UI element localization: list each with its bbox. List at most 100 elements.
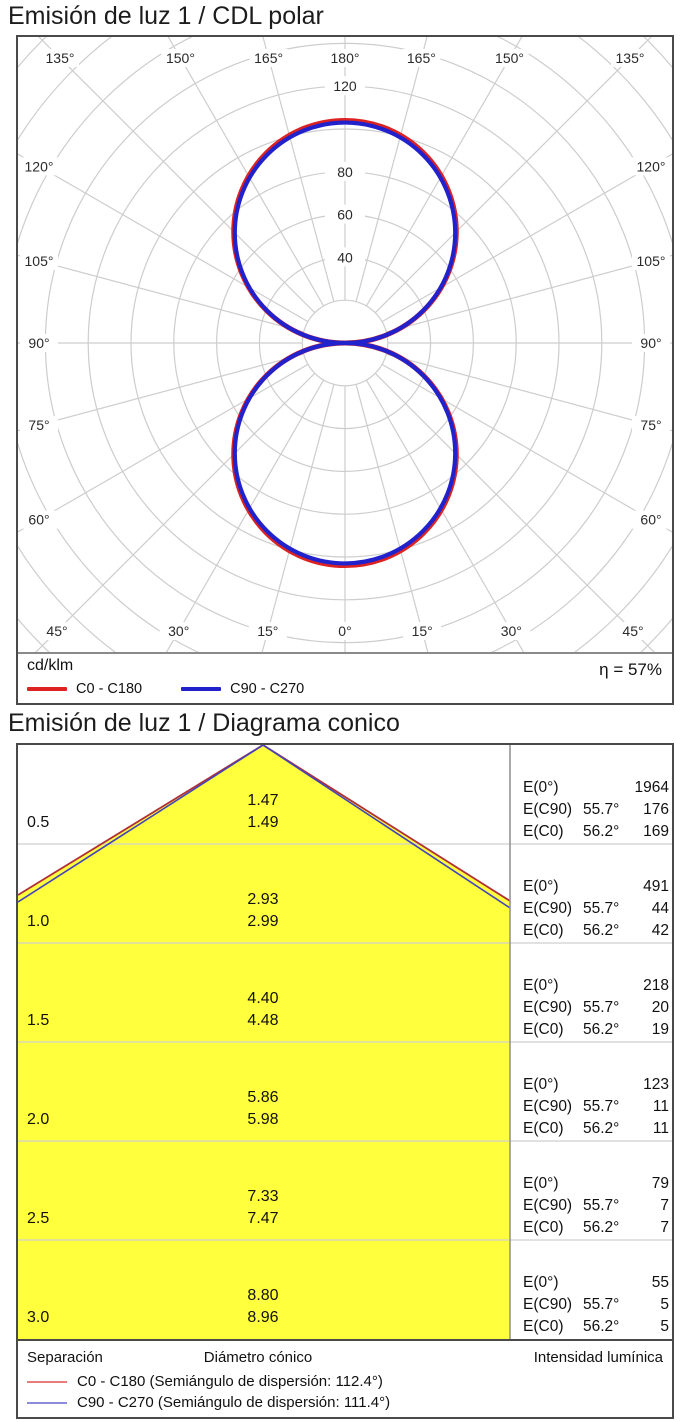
e-value: 218 bbox=[643, 977, 669, 994]
polar-angle-label-bg bbox=[41, 49, 79, 67]
ec90-row: E(C90) 55.7° 44 bbox=[523, 900, 669, 918]
polar-grid-ray bbox=[374, 372, 655, 652]
cone-edge-c0-left bbox=[18, 745, 264, 896]
polar-angle-label: 165° bbox=[407, 50, 436, 66]
e-label: E(C90) bbox=[523, 1098, 573, 1115]
ec0-row: E(C0) 56.2° 42 bbox=[523, 922, 669, 940]
e-angle: 55.7° bbox=[583, 801, 620, 818]
e-angle bbox=[583, 1175, 633, 1193]
polar-radial-label: 80 bbox=[337, 164, 353, 180]
ec90-row: E(C90) 55.7° 20 bbox=[523, 999, 669, 1017]
polar-grid-ray bbox=[18, 353, 304, 432]
e-value: 55 bbox=[651, 1274, 669, 1291]
polar-angle-label: 135° bbox=[616, 50, 645, 66]
ec90-row: E(C90) 55.7° 11 bbox=[523, 1098, 669, 1116]
e-angle: 55.7° bbox=[583, 1098, 620, 1115]
c90-c270-swatch bbox=[181, 687, 222, 691]
polar-grid-ray bbox=[365, 379, 525, 652]
ec90-row: E(C90) 55.7° 5 bbox=[523, 1296, 669, 1314]
e-angle: 56.2° bbox=[583, 823, 620, 840]
e-label: E(0°) bbox=[523, 878, 559, 895]
separation-label: 3.0 bbox=[27, 1309, 50, 1326]
c90-c270-label: C90 - C270 bbox=[230, 681, 305, 697]
ec0-row: E(C0) 56.2° 169 bbox=[523, 823, 669, 841]
e-value: 123 bbox=[643, 1076, 669, 1093]
polar-angle-label: 75° bbox=[28, 417, 49, 433]
e-value: 42 bbox=[651, 922, 669, 939]
polar-grid-ray bbox=[262, 37, 335, 302]
e-value: 11 bbox=[652, 1098, 669, 1115]
e-label: E(0°) bbox=[523, 1175, 559, 1192]
separation-label: 1.5 bbox=[27, 1012, 50, 1029]
cone-edge-c0-right bbox=[262, 745, 511, 902]
e-angle: 56.2° bbox=[583, 1021, 620, 1038]
polar-angle-label-bg bbox=[38, 622, 76, 640]
e-angle bbox=[583, 977, 633, 995]
e-label: E(0°) bbox=[523, 1076, 559, 1093]
cone-edge-c90-right bbox=[262, 745, 511, 909]
polar-angle-label: 120° bbox=[637, 158, 666, 174]
polar-grid-ray bbox=[386, 353, 672, 432]
polar-angle-label-bg bbox=[402, 49, 441, 67]
e-value: 5 bbox=[660, 1318, 669, 1335]
e-value: 20 bbox=[651, 999, 669, 1016]
separation-label: 2.0 bbox=[27, 1111, 50, 1128]
polar-grid-ray bbox=[381, 363, 672, 533]
e-angle: 56.2° bbox=[583, 1219, 620, 1236]
diameter-c0-value: 1.49 bbox=[247, 814, 279, 831]
polar-angle-label: 60° bbox=[28, 512, 49, 528]
e-label: E(C0) bbox=[523, 922, 564, 939]
polar-plot: 0° 15° 15° 30° 30° 45° 45° 60° 60° 75° 75° 90° 90° 10… bbox=[18, 37, 672, 652]
e0-row: E(0°) 491 bbox=[523, 878, 669, 896]
polar-grid-ray bbox=[365, 37, 523, 307]
polar-angle-label: 165° bbox=[254, 50, 283, 66]
polar-angle-label-bg bbox=[490, 49, 529, 67]
cone-chart-frame: 0.5 1.47 1.49 E(0°) 1964 E(C90) 55.7° 176 E(C0) 5… bbox=[16, 743, 674, 1419]
e-label: E(C90) bbox=[523, 801, 573, 818]
polar-chart-frame: 0° 15° 15° 30° 30° 45° 45° 60° 60° 75° 75° 90° 90° 10… bbox=[16, 35, 674, 705]
c90-dispersion-swatch bbox=[27, 1401, 67, 1404]
e-angle: 55.7° bbox=[583, 1197, 620, 1214]
separation-label: 0.5 bbox=[27, 814, 50, 831]
polar-angle-label: 90° bbox=[640, 335, 661, 351]
e-value: 5 bbox=[660, 1296, 669, 1313]
polar-angle-label: 45° bbox=[622, 623, 643, 639]
e0-row: E(0°) 218 bbox=[523, 977, 669, 995]
c90-dispersion-label: C90 - C270 (Semiángulo de dispersión: 11… bbox=[77, 1394, 391, 1411]
ec0-row: E(C0) 56.2° 5 bbox=[523, 1318, 669, 1336]
cone-plot bbox=[18, 745, 672, 1339]
e0-row: E(0°) 1964 bbox=[523, 779, 669, 797]
polar-angle-label-bg bbox=[161, 49, 200, 67]
e-value: 11 bbox=[652, 1120, 669, 1137]
e-value: 169 bbox=[643, 823, 669, 840]
ec90-row: E(C90) 55.7° 176 bbox=[523, 801, 669, 819]
polar-angle-label-bg bbox=[632, 415, 670, 434]
e-label: E(C0) bbox=[523, 1318, 564, 1335]
polar-angle-label-bg bbox=[20, 510, 58, 529]
e-angle: 56.2° bbox=[583, 922, 620, 939]
polar-angle-label-bg bbox=[20, 252, 58, 271]
e-value: 176 bbox=[643, 801, 669, 818]
polar-legend-band: cd/klm C0 - C180 C90 - C270 η = 57% bbox=[18, 652, 672, 703]
e-label: E(C0) bbox=[523, 823, 564, 840]
footer-diametro-label: Diámetro cónico bbox=[203, 1349, 313, 1366]
polar-angle-label-bg bbox=[20, 415, 58, 434]
polar-grid-ray bbox=[374, 37, 652, 314]
polar-angle-label: 180° bbox=[331, 50, 360, 66]
e-angle: 55.7° bbox=[583, 900, 620, 917]
polar-grid-ray bbox=[355, 37, 428, 302]
polar-grid-ray bbox=[38, 37, 316, 314]
polar-radial-label: 60 bbox=[337, 207, 353, 223]
polar-angle-label: 120° bbox=[25, 158, 54, 174]
polar-radial-label: 120 bbox=[333, 78, 357, 94]
c90-c270-curve-lower bbox=[232, 340, 458, 566]
polar-angle-label: 30° bbox=[168, 623, 189, 639]
diameter-c0-value: 2.99 bbox=[247, 913, 279, 930]
ec90-row: E(C90) 55.7° 7 bbox=[523, 1197, 669, 1215]
e-angle: 56.2° bbox=[583, 1318, 620, 1335]
polar-angle-label: 60° bbox=[640, 512, 661, 528]
e-label: E(0°) bbox=[523, 779, 559, 796]
separation-label: 2.5 bbox=[27, 1210, 50, 1227]
e0-row: E(0°) 55 bbox=[523, 1274, 669, 1292]
ec0-row: E(C0) 56.2° 19 bbox=[523, 1021, 669, 1039]
